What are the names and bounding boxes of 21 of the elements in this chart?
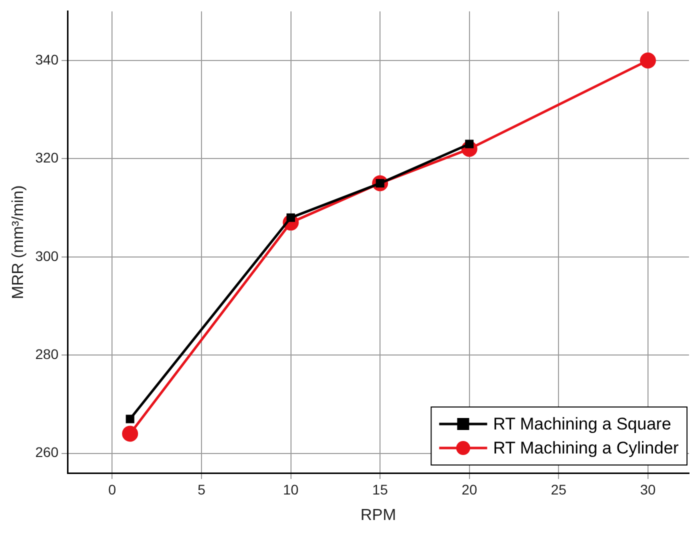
point xyxy=(640,52,656,69)
y-tick-label: 300 xyxy=(35,248,59,264)
point xyxy=(286,213,296,222)
x-axis-title: RPM xyxy=(360,506,396,524)
legend-label: RT Machining a Square xyxy=(493,414,672,434)
x-tick-label: 20 xyxy=(462,481,478,498)
y-tick-label: 320 xyxy=(35,150,59,166)
y-tick-label: 260 xyxy=(35,444,59,460)
legend-label: RT Machining a Cylinder xyxy=(493,438,680,458)
x-tick-label: 25 xyxy=(550,481,567,498)
point xyxy=(122,426,138,442)
point xyxy=(126,414,134,424)
x-tick-label: 10 xyxy=(282,481,299,498)
x-tick-label: 30 xyxy=(640,481,656,498)
y-tick-label: 280 xyxy=(35,346,59,362)
point xyxy=(465,140,474,148)
x-tick-label: 15 xyxy=(372,481,388,498)
y-axis-title: MRR (mm³/min) xyxy=(10,185,28,300)
x-tick-label: 5 xyxy=(198,481,206,498)
x-tick-label: 0 xyxy=(108,481,116,498)
y-tick-label: 340 xyxy=(35,51,59,68)
